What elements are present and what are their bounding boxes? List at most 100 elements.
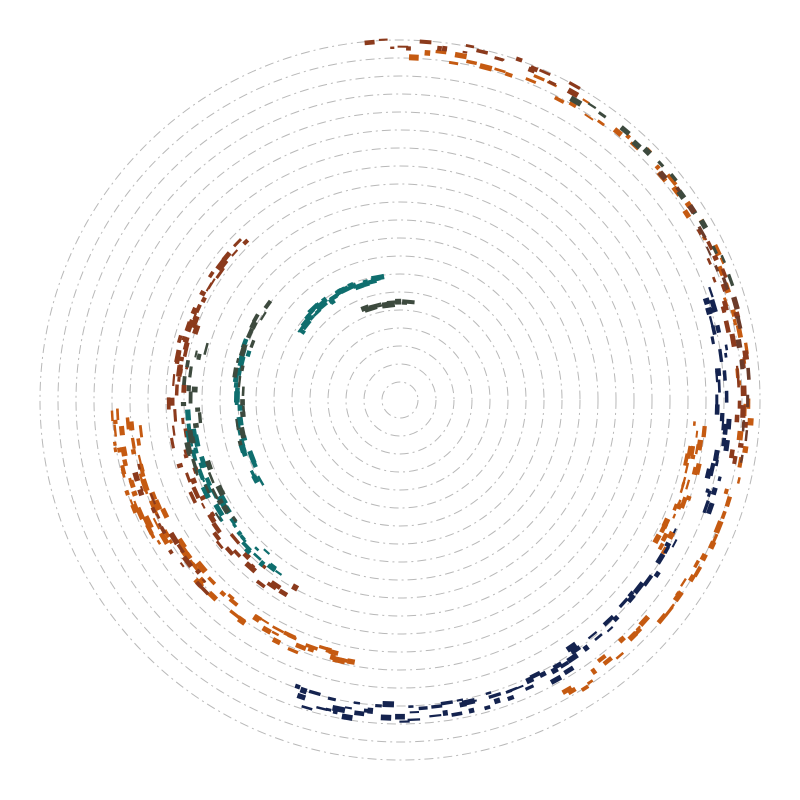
data-point [740, 405, 746, 418]
grid-ring [345, 345, 455, 455]
data-point [682, 209, 692, 219]
data-point [112, 441, 117, 447]
data-point [694, 444, 699, 455]
data-point [125, 417, 131, 430]
data-point [566, 87, 580, 99]
data-point [701, 425, 707, 438]
data-point [196, 353, 202, 361]
data-point [363, 708, 371, 714]
data-point [739, 359, 745, 370]
data-point [406, 46, 411, 51]
data-point [266, 581, 277, 591]
data-point [569, 95, 583, 107]
data-point [390, 46, 395, 50]
data-point [568, 81, 581, 91]
data-point [228, 597, 239, 607]
data-point [195, 580, 202, 588]
data-point [201, 578, 207, 584]
data-point [669, 173, 678, 182]
data-point [150, 506, 157, 514]
data-point [197, 412, 203, 424]
data-point [238, 343, 248, 357]
data-point [448, 60, 459, 66]
data-point [718, 348, 724, 363]
data-point [735, 324, 743, 339]
data-point [192, 324, 201, 335]
data-point [305, 643, 319, 651]
data-point [563, 665, 575, 676]
data-point [274, 569, 283, 576]
series-1 [132, 38, 750, 598]
data-point [734, 414, 740, 423]
data-point [238, 426, 247, 439]
data-point [168, 549, 174, 555]
data-point [242, 238, 250, 246]
data-point [524, 684, 535, 691]
data-point [188, 491, 198, 504]
data-point [207, 278, 216, 290]
data-point [181, 335, 187, 342]
data-point [635, 625, 641, 631]
data-point [715, 324, 722, 334]
data-point [586, 679, 594, 685]
data-point [456, 698, 464, 702]
data-point [590, 667, 598, 676]
data-point [113, 447, 118, 453]
data-point [612, 127, 624, 137]
data-point [397, 45, 409, 48]
data-point [602, 656, 614, 666]
data-point [157, 522, 162, 528]
data-point [221, 251, 232, 262]
data-point [237, 440, 243, 446]
data-point [233, 391, 240, 403]
data-point [236, 416, 244, 426]
data-point [706, 257, 712, 265]
data-point [110, 410, 114, 422]
data-point [249, 339, 256, 349]
grid-ring [327, 327, 473, 473]
data-point [122, 458, 128, 467]
data-point [723, 320, 731, 333]
data-point [241, 386, 245, 396]
data-point [712, 449, 720, 462]
data-point [193, 447, 199, 454]
data-point [672, 590, 684, 603]
data-point [672, 528, 677, 534]
data-point [177, 376, 181, 382]
data-point [549, 674, 563, 685]
data-point [657, 542, 665, 551]
data-point [727, 273, 735, 287]
data-point [652, 533, 662, 545]
data-point [263, 299, 273, 310]
data-point [329, 654, 336, 661]
data-point [116, 408, 120, 421]
data-point [278, 588, 289, 598]
data-point [203, 342, 209, 356]
data-point [182, 341, 190, 351]
data-point [454, 51, 468, 60]
grid-ring [273, 273, 527, 527]
data-point [666, 173, 678, 187]
data-point [251, 313, 260, 323]
data-point [721, 276, 730, 291]
data-point [496, 56, 505, 62]
data-point [199, 289, 207, 297]
data-point [240, 365, 245, 372]
data-point [568, 101, 577, 109]
data-point [659, 524, 667, 534]
data-point [657, 160, 665, 168]
data-point [149, 493, 157, 505]
data-point [717, 379, 721, 393]
grid-ring [147, 147, 653, 653]
data-point [615, 651, 625, 660]
data-point [672, 503, 679, 512]
data-point [219, 259, 229, 269]
data-point [344, 706, 353, 710]
data-point [188, 366, 193, 378]
grid-ring [183, 183, 617, 617]
data-point [711, 276, 717, 283]
data-point [395, 298, 402, 305]
data-point [194, 568, 202, 575]
data-point [187, 429, 195, 443]
data-point [627, 590, 635, 598]
